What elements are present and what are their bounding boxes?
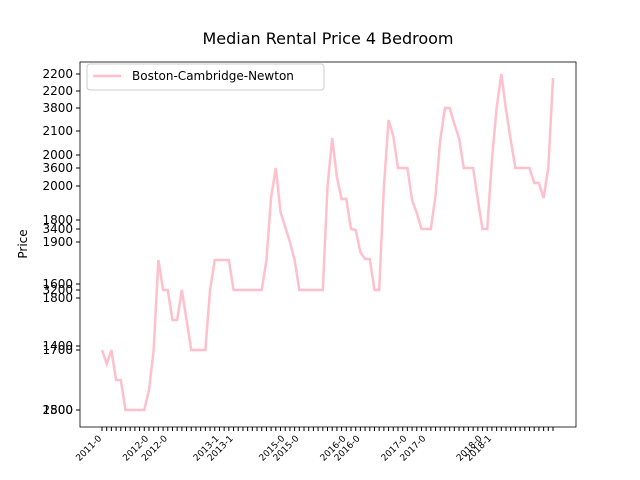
y-tick-label: 2000 — [42, 148, 73, 162]
y-tick-label: 3600 — [42, 161, 73, 175]
y-tick-label: 1500 — [42, 403, 73, 417]
plot-frame — [79, 61, 577, 428]
y-tick-label: 3800 — [42, 101, 73, 115]
y-tick-label: 2000 — [42, 179, 73, 193]
y-tick-label: 1800 — [42, 213, 73, 227]
y-tick-label: 3400 — [42, 222, 73, 236]
chart-title: Median Rental Price 4 Bedroom — [202, 29, 453, 48]
y-tick-label: 2200 — [42, 67, 73, 81]
y-tick-label: 1600 — [42, 277, 73, 291]
y-tick-label: 1400 — [42, 339, 73, 353]
legend-label: Boston-Cambridge-Newton — [132, 69, 294, 83]
y-tick-label: 2800 — [42, 403, 73, 417]
legend-box — [86, 63, 325, 91]
y-tick-label: 1800 — [42, 291, 73, 305]
y-tick-label: 1900 — [42, 235, 73, 249]
data-line — [100, 73, 555, 412]
y-tick-label: 1700 — [42, 343, 73, 357]
x-tick-label: 2011-0 — [75, 434, 105, 464]
y-axis-label: Price — [16, 229, 30, 258]
y-tick-label: 3200 — [42, 283, 73, 297]
y-tick-label: 2200 — [42, 84, 73, 98]
y-tick-label: 2100 — [42, 124, 73, 138]
